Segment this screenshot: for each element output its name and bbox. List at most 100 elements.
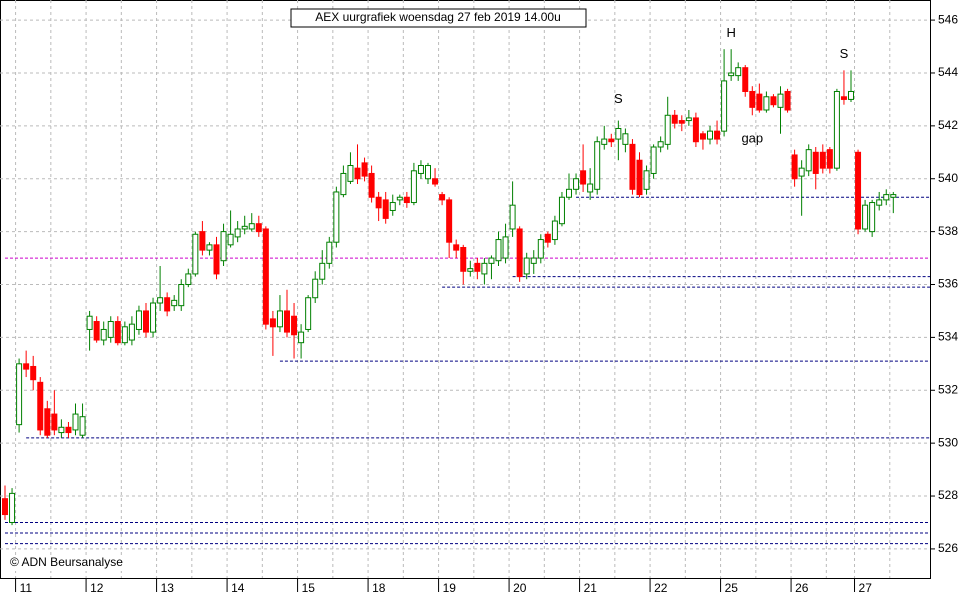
x-tick-label: 14 (231, 581, 245, 595)
candle-body (601, 138, 608, 145)
candle-body (566, 188, 572, 198)
candle-body (805, 149, 812, 172)
y-tick-label: 538 (938, 224, 958, 238)
candle-body (502, 236, 509, 259)
candle-body (608, 138, 615, 143)
candle-body (848, 90, 854, 100)
candle-body (361, 162, 368, 177)
candle-body (692, 117, 699, 143)
candle-body (305, 297, 312, 330)
candle-body (876, 199, 883, 206)
candle-body (453, 244, 460, 251)
candle-body (79, 416, 86, 436)
candle-body (396, 196, 403, 201)
x-tick-label: 15 (302, 581, 316, 595)
candle-body (107, 321, 114, 338)
chart-title: AEX uurgrafiek woensdag 27 feb 2019 14.0… (315, 10, 561, 24)
x-tick-label: 27 (859, 581, 873, 595)
y-tick-label: 540 (938, 171, 958, 185)
y-tick-label: 528 (938, 488, 958, 502)
candle-body (178, 284, 185, 307)
candle-body (622, 133, 629, 145)
candle-body (742, 67, 749, 92)
candle-body (826, 149, 833, 169)
candle-body (812, 151, 819, 174)
candle-body (784, 90, 791, 111)
candle-body (121, 326, 128, 344)
candle-body (171, 299, 178, 307)
candle-body (417, 165, 424, 174)
x-tick-label: 12 (90, 581, 104, 595)
candle-body (657, 141, 664, 148)
candle-body (319, 262, 326, 280)
candle-body (523, 257, 530, 275)
y-tick-label: 530 (938, 435, 958, 449)
candle-body (685, 117, 692, 122)
candle-body (488, 257, 495, 264)
candle-body (410, 170, 417, 204)
candle-body (157, 297, 164, 304)
candle-body (643, 170, 650, 190)
candle-body (735, 67, 742, 77)
x-tick-label: 18 (372, 581, 386, 595)
candle-body (262, 228, 269, 325)
x-tick-label: 19 (443, 581, 457, 595)
candle-body (558, 196, 565, 225)
candle-body (213, 244, 220, 275)
candle-body (537, 239, 544, 259)
candle-body (65, 426, 72, 434)
candle-body (763, 96, 770, 111)
candle-body (150, 302, 157, 333)
x-tick-label: 13 (161, 581, 175, 595)
candle-body (375, 196, 382, 209)
candle-body (573, 178, 580, 190)
candle-body (530, 257, 537, 264)
candle-body (16, 363, 23, 426)
candle-body (798, 167, 805, 177)
candle-body (164, 297, 171, 312)
candle-body (756, 93, 763, 111)
candle-body (714, 130, 721, 140)
candle-body (333, 191, 340, 243)
candle-body (58, 426, 65, 434)
candle-body (284, 310, 290, 333)
candle-body (51, 413, 58, 431)
x-tick-label: 20 (513, 581, 527, 595)
footer: © ADN Beursanalyse (10, 555, 123, 569)
candle-body (269, 318, 276, 328)
candle-body (629, 143, 636, 190)
candle-body (128, 323, 135, 341)
candle-body (777, 93, 784, 108)
candle-body (432, 178, 439, 185)
candle-body (587, 183, 594, 193)
candle-body (368, 172, 375, 198)
candle-body (185, 273, 192, 286)
candle-body (227, 233, 234, 246)
candle-body (23, 363, 30, 370)
candle-body (199, 231, 206, 251)
candle-body (749, 90, 756, 108)
candle-body (347, 165, 354, 182)
x-tick-label: 25 (725, 581, 739, 595)
candle-body (425, 165, 431, 180)
candle-body (44, 408, 51, 436)
candle-body (460, 246, 467, 272)
candle-body (143, 310, 149, 333)
candle-body (862, 204, 869, 230)
x-tick-label: 21 (584, 581, 598, 595)
candle-body (234, 228, 241, 238)
candle-body (2, 498, 8, 516)
candle-body (192, 233, 199, 275)
candle-body (721, 80, 728, 132)
annotation: gap (741, 131, 763, 146)
candle-body (544, 233, 551, 243)
y-tick-label: 546 (938, 12, 958, 26)
candle-body (9, 492, 16, 523)
annotation: H (726, 25, 735, 40)
candle-body (699, 133, 706, 140)
candle-body (439, 194, 446, 201)
candle-body (833, 90, 840, 169)
candle-body (298, 331, 305, 344)
y-tick-label: 544 (938, 65, 958, 79)
